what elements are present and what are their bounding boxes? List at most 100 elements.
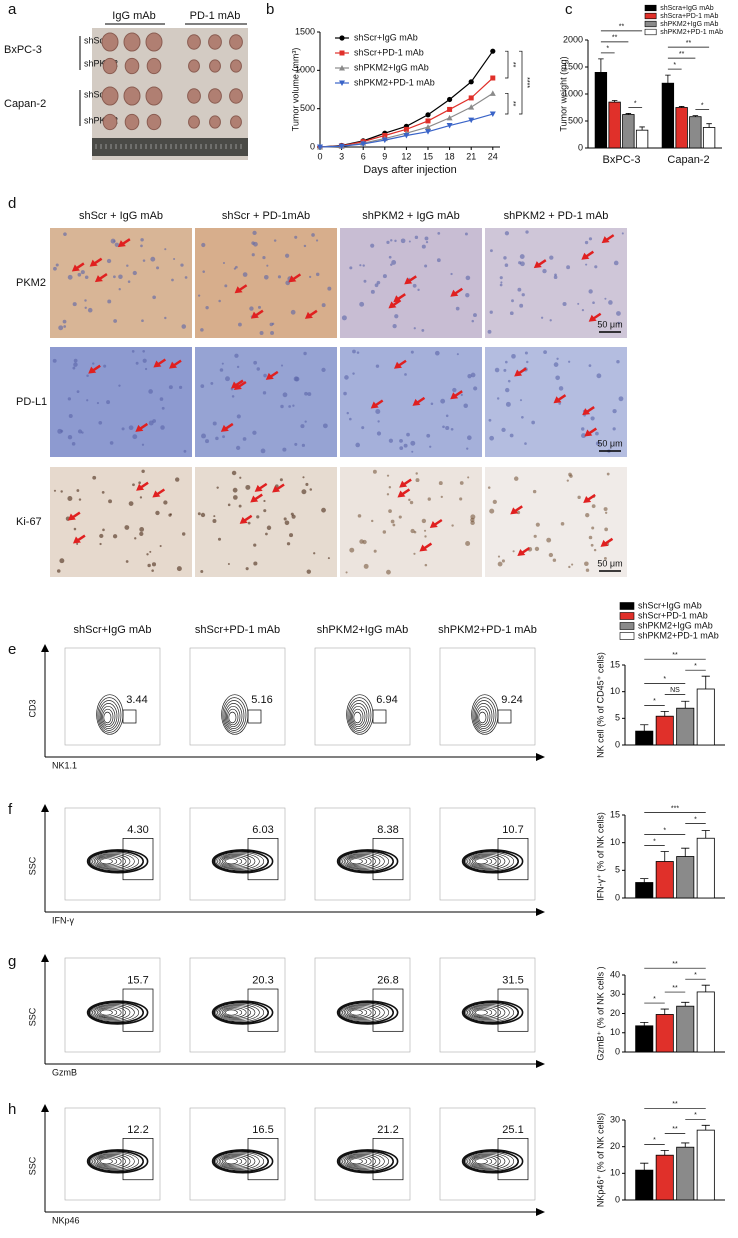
arrow-head (254, 484, 263, 492)
arrow-head (388, 301, 397, 309)
arrow-head (588, 314, 597, 322)
nucleus (424, 563, 428, 567)
gate (497, 988, 529, 1032)
nucleus (113, 319, 118, 323)
nucleus (227, 503, 231, 507)
gate (372, 709, 387, 724)
bar (622, 114, 635, 149)
nucleus (410, 528, 415, 534)
tumor (229, 34, 243, 50)
bar (635, 1169, 654, 1201)
contour (349, 703, 368, 729)
significance-label: ** (686, 40, 692, 47)
x-tick-label: 18 (445, 151, 455, 161)
nucleus (592, 301, 595, 304)
nucleus (558, 402, 562, 405)
nucleus (238, 504, 242, 508)
nucleus (497, 561, 503, 567)
bar (702, 127, 716, 149)
contour (93, 854, 131, 869)
nucleus (357, 514, 362, 518)
nucleus (77, 272, 82, 277)
nucleus (399, 438, 403, 443)
nucleus (171, 278, 174, 282)
contour (100, 1009, 113, 1016)
nucleus (394, 239, 397, 243)
nucleus (131, 350, 135, 353)
arrow-head (600, 539, 609, 547)
tumor (146, 57, 162, 75)
gate-value: 8.38 (377, 824, 398, 836)
nucleus (470, 520, 475, 526)
nucleus (450, 427, 454, 431)
nucleus (489, 435, 495, 441)
tumor (188, 59, 200, 73)
gate (372, 838, 404, 881)
column-header: shScr+PD-1 mAb (195, 624, 280, 636)
nucleus (566, 479, 569, 482)
contour (461, 1000, 524, 1025)
y-tick-label: 5 (615, 713, 620, 723)
y-axis-label: IFN-γ⁺ (% of NK cells) (595, 812, 605, 901)
nucleus (289, 533, 294, 538)
nucleus (375, 408, 381, 414)
nucleus (256, 367, 260, 371)
nucleus (302, 476, 305, 479)
nucleus (591, 526, 595, 530)
nucleus (67, 274, 73, 280)
contour (348, 1157, 368, 1166)
contour (465, 851, 515, 871)
nucleus (499, 283, 503, 287)
marker (425, 129, 431, 135)
flow-frame (64, 647, 161, 746)
nucleus (76, 542, 79, 545)
arrow-head (239, 516, 248, 524)
contour (352, 708, 364, 726)
nucleus (86, 374, 89, 377)
flow-frame (439, 807, 536, 901)
y-tick-label: 0 (615, 739, 620, 749)
nucleus (504, 231, 510, 236)
flow-frame (189, 807, 286, 901)
nucleus (540, 316, 544, 319)
nucleus (492, 499, 497, 504)
nucleus (212, 421, 217, 426)
nucleus (205, 439, 210, 444)
nucleus (266, 264, 269, 267)
nucleus (438, 481, 443, 486)
nucleus (473, 313, 477, 317)
arrow-head (71, 264, 80, 272)
tumor (123, 32, 141, 52)
y-axis-label: SSC (27, 856, 37, 875)
column-header: shScr + PD-1mAb (222, 210, 310, 222)
arrow-head (399, 480, 408, 488)
contour (465, 1151, 515, 1171)
y-tick-label: 0 (615, 892, 620, 902)
x-tick-label: 6 (361, 151, 366, 161)
legend-swatch (644, 28, 657, 36)
nucleus (363, 563, 369, 569)
error-bar (681, 1001, 690, 1007)
y-tick-label: 1500 (295, 26, 315, 36)
significance-label: * (701, 102, 704, 109)
nucleus (146, 553, 149, 556)
arrow-head (429, 521, 438, 529)
nucleus (227, 562, 230, 565)
nucleus (388, 486, 392, 489)
nucleus (60, 429, 64, 433)
gate-value: 16.5 (252, 1124, 273, 1136)
scale-bar-label: 50 μm (597, 319, 622, 329)
error-bar (701, 1124, 710, 1131)
nucleus (555, 375, 560, 381)
tumor (102, 57, 118, 75)
arrow-head (510, 507, 519, 515)
contour (338, 1001, 395, 1024)
nucleus (321, 303, 326, 308)
legend-label: shScr+PD-1 mAb (354, 47, 424, 57)
panel-letter: b (266, 1, 274, 18)
contour (342, 1152, 385, 1170)
nucleus (219, 368, 224, 372)
nucleus (53, 266, 57, 271)
significance-label: ** (619, 24, 625, 31)
nucleus (101, 490, 105, 494)
